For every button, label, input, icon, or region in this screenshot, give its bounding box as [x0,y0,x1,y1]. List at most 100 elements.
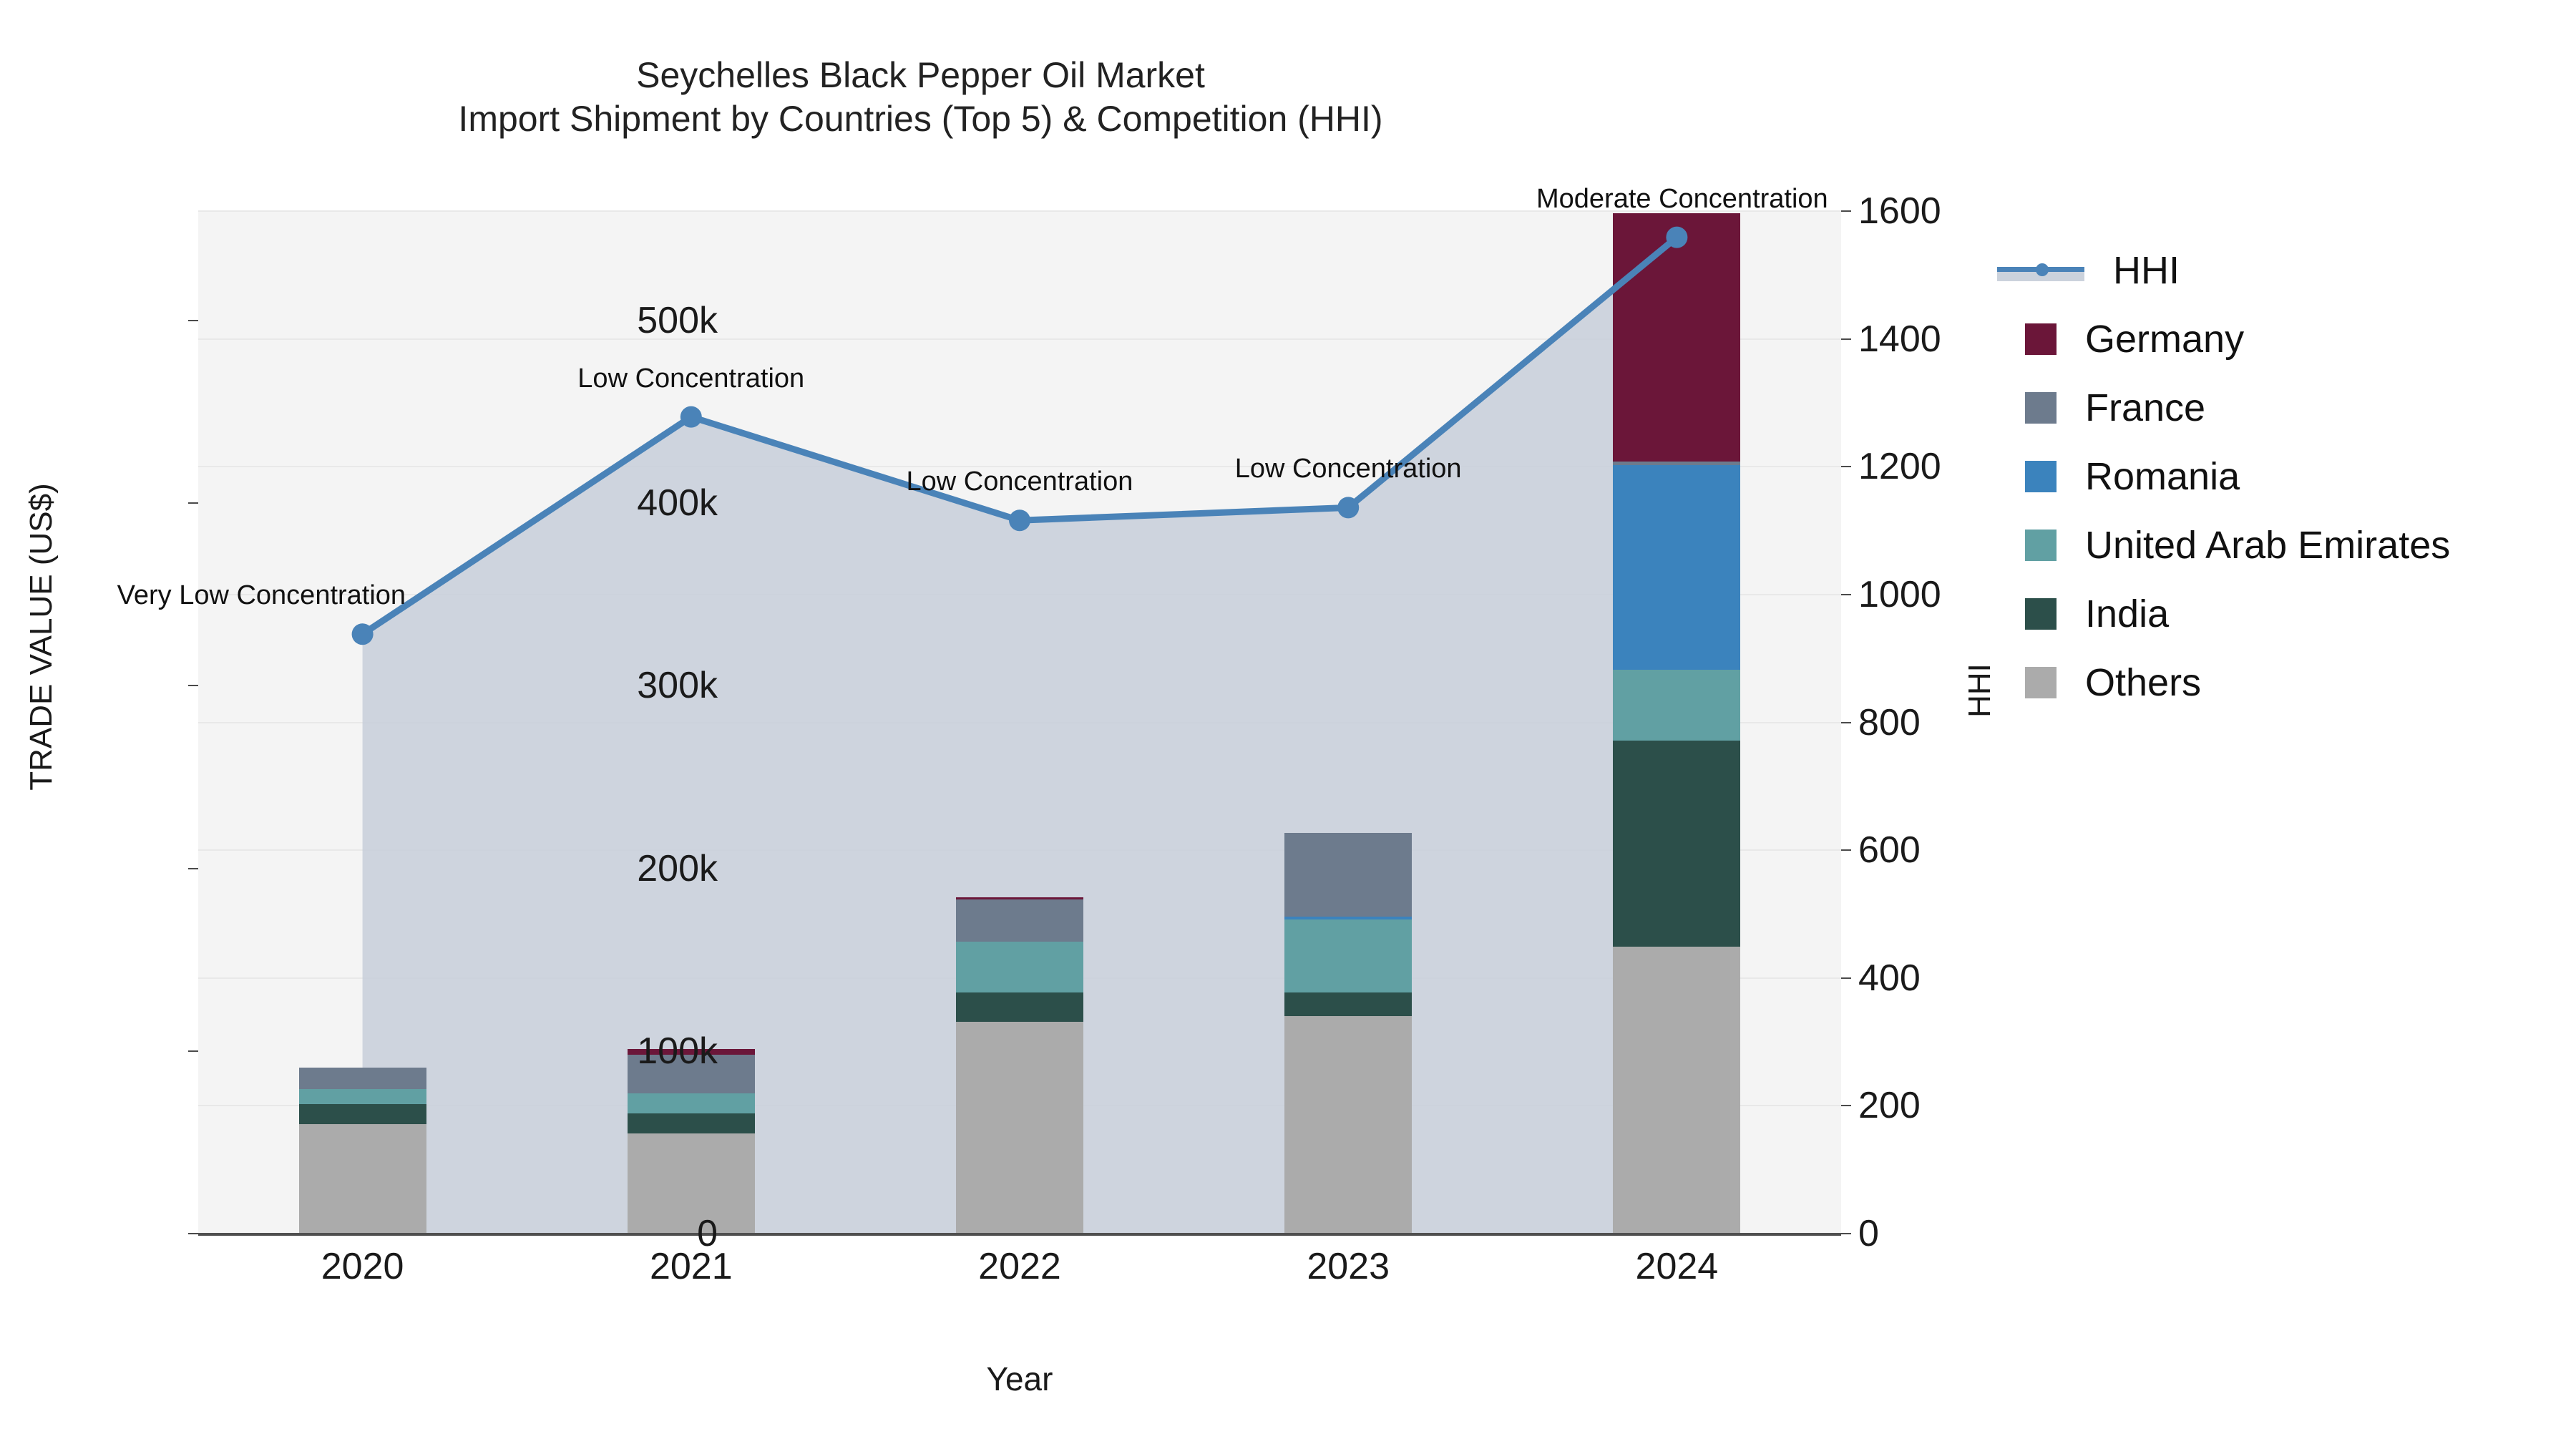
y-axis-left-tick-label: 400k [637,482,718,525]
bar-segment[interactable] [627,1049,755,1055]
y-axis-right-tickmark [1841,1233,1851,1234]
legend-label: Others [2085,661,2202,704]
legend-item[interactable]: France [2025,374,2450,442]
y-axis-right-tickmark [1841,593,1851,595]
legend-area-fill [1997,272,2084,281]
legend-label: Germany [2085,318,2245,361]
y-axis-left-tick-label: 0 [697,1213,718,1254]
legend: HHI Germany France Romania United Arab Emira… [1997,236,2450,717]
bar-segment[interactable] [1613,461,1741,465]
legend-color-swatch [2025,530,2057,561]
y-axis-right-tick-label: 0 [1858,1213,1879,1254]
y-axis-left-tick-label: 300k [637,665,718,707]
legend-item[interactable]: Romania [2025,442,2450,511]
bar-segment[interactable] [627,1133,755,1234]
x-axis-tick-label: 2024 [1635,1246,1719,1287]
y-axis-right-label: HHI [1962,663,1997,718]
legend-label: India [2085,592,2170,635]
bar-segment[interactable] [1613,464,1741,670]
title-line-1: Seychelles Black Pepper Oil Market [636,55,1205,95]
x-axis-tick-label: 2020 [321,1246,404,1287]
bar-segment[interactable] [298,1067,426,1090]
plot-area: Very Low Concentration Low Concentration L… [117,184,1841,1234]
legend-color-swatch [2025,667,2057,698]
legend-item[interactable]: India [2025,580,2450,648]
legend-item[interactable]: Others [2025,648,2450,717]
y-axis-right-tick-label: 1600 [1858,190,1941,232]
y-axis-right-tickmark [1841,721,1851,723]
legend-label: France [2085,386,2206,429]
bar-segment[interactable] [1284,917,1413,920]
bar-stack[interactable] [627,211,755,1234]
y-axis-left-tickmark [188,502,198,504]
y-axis-right-tick-label: 800 [1858,701,1921,743]
bar-segment[interactable] [1284,992,1413,1017]
gridline [198,338,1841,340]
bar-segment[interactable] [1613,947,1741,1234]
bar-segment[interactable] [298,1089,426,1104]
bar-segment[interactable] [298,1103,426,1124]
legend-line-marker [2036,263,2049,276]
y-axis-right-tickmark [1841,210,1851,212]
legend-item[interactable]: Germany [2025,305,2450,374]
bar-segment[interactable] [956,941,1083,993]
x-axis-line [198,1233,1841,1236]
x-axis-tick-label: 2023 [1307,1246,1390,1287]
bar-segment[interactable] [956,897,1083,900]
bar-segment[interactable] [627,1093,755,1113]
chart-title: Seychelles Black Pepper Oil Market Impor… [0,54,1841,141]
concentration-annotation: Low Concentration [906,467,1133,497]
bar-segment[interactable] [956,992,1083,1022]
bar-segment[interactable] [1284,1016,1413,1234]
y-axis-right-tick-label: 1000 [1858,573,1941,615]
gridline [198,466,1841,468]
x-axis-tick-label: 2022 [978,1246,1061,1287]
legend-item[interactable]: HHI [1997,236,2450,305]
y-axis-right-tick-label: 600 [1858,829,1921,872]
legend-label: Romania [2085,455,2240,498]
concentration-annotation: Low Concentration [577,363,805,394]
gridline [198,210,1841,212]
concentration-annotation: Moderate Concentration [1536,183,1828,214]
y-axis-left-tickmark [188,1050,198,1052]
legend-item[interactable]: United Arab Emirates [2025,511,2450,580]
legend-label: United Arab Emirates [2085,524,2451,567]
bar-stack[interactable] [956,211,1083,1234]
title-line-2: Import Shipment by Countries (Top 5) & C… [458,99,1383,139]
legend-color-swatch [2025,323,2057,355]
y-axis-right-tick-label: 200 [1858,1085,1921,1127]
bar-segment[interactable] [956,899,1083,942]
legend-color-swatch [2025,461,2057,492]
legend-color-swatch [2025,392,2057,424]
concentration-annotation: Very Low Concentration [117,580,406,611]
y-axis-right-tick-label: 1200 [1858,446,1941,488]
bar-segment[interactable] [1284,919,1413,993]
bar-stack[interactable] [298,211,426,1234]
y-axis-left-tick-label: 100k [637,1030,718,1072]
y-axis-right-tickmark [1841,1105,1851,1107]
bar-stack[interactable] [1284,211,1413,1234]
bar-segment[interactable] [1613,741,1741,947]
y-axis-left-tickmark [188,685,198,687]
bar-segment[interactable] [298,1123,426,1234]
y-axis-left-tickmark [188,1233,198,1234]
bar-segment[interactable] [1613,669,1741,741]
bar-segment[interactable] [1284,832,1413,917]
legend-color-swatch [2025,598,2057,630]
y-axis-right-tickmark [1841,849,1851,852]
bar-segment[interactable] [627,1054,755,1093]
y-axis-left-tickmark [188,320,198,322]
legend-line-swatch [1994,255,2087,286]
bar-segment[interactable] [1613,213,1741,462]
y-axis-left-tickmark [188,867,198,869]
bar-segment[interactable] [627,1113,755,1133]
y-axis-right-tick-label: 400 [1858,957,1921,999]
bar-stack[interactable] [1613,211,1741,1234]
x-axis-tick-label: 2021 [649,1246,733,1287]
y-axis-right-tickmark [1841,977,1851,979]
y-axis-left-tick-label: 200k [637,847,718,889]
bar-segment[interactable] [956,1022,1083,1234]
y-axis-right-tickmark [1841,466,1851,468]
y-axis-left-label: TRADE VALUE (US$) [24,483,59,791]
